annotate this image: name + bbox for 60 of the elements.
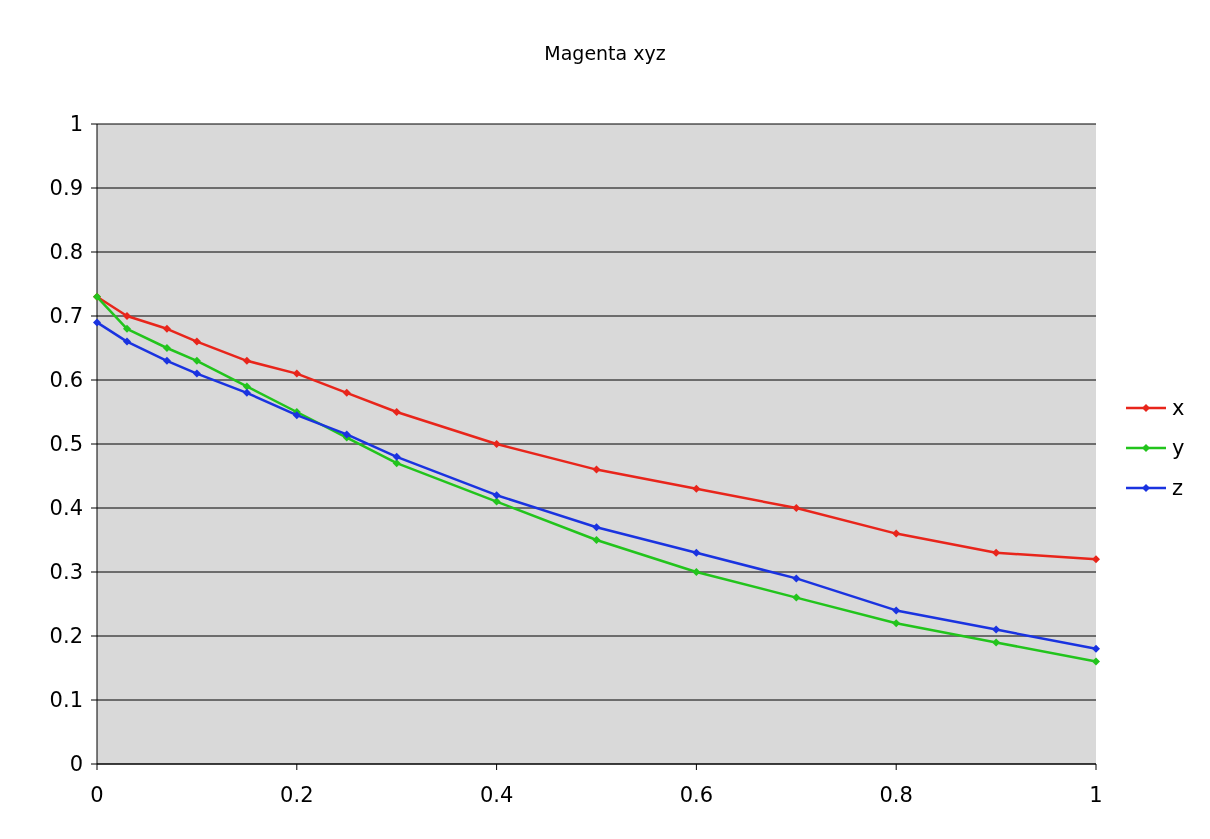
- point: [342, 388, 351, 397]
- point: [592, 523, 601, 532]
- point: [292, 369, 301, 378]
- x-tick-label: 1: [1089, 783, 1103, 807]
- point: [892, 529, 901, 538]
- point: [162, 344, 171, 352]
- x-tick-label: 0.2: [280, 783, 314, 807]
- point: [892, 606, 901, 615]
- point: [592, 536, 601, 544]
- point: [992, 548, 1001, 557]
- point: [692, 548, 701, 557]
- x-tick-label: 0.8: [879, 783, 913, 807]
- y-tick-label: 0.5: [49, 432, 83, 457]
- y-tick-label: 0.3: [49, 560, 83, 585]
- point: [392, 452, 401, 461]
- point: [392, 459, 401, 468]
- point: [792, 504, 801, 512]
- point: [392, 408, 401, 416]
- point: [242, 388, 251, 397]
- point: [692, 484, 701, 493]
- point: [122, 312, 131, 320]
- x-tick-label: 0: [90, 783, 104, 807]
- point: [122, 324, 131, 333]
- point: [192, 337, 201, 346]
- point: [162, 324, 171, 333]
- legend-label: y: [1172, 436, 1185, 461]
- y-tick-label: 0.8: [49, 240, 83, 265]
- y-tick-label: 0.6: [49, 368, 83, 393]
- point: [292, 411, 301, 420]
- point: [992, 625, 1001, 634]
- point: [992, 638, 1001, 647]
- point: [1092, 644, 1100, 653]
- point: [792, 574, 801, 583]
- point: [192, 356, 201, 365]
- y-tick-label: 0.2: [49, 624, 83, 649]
- point: [242, 356, 251, 365]
- point: [792, 593, 801, 602]
- point: [492, 440, 501, 448]
- point: [1092, 555, 1100, 564]
- point: [242, 382, 251, 391]
- point: [162, 356, 171, 365]
- y-tick-label: 0.4: [49, 496, 83, 521]
- point: [192, 369, 201, 378]
- y-tick-label: 0.7: [49, 304, 83, 329]
- legend-label: x: [1172, 396, 1185, 421]
- point: [692, 568, 701, 576]
- point: [892, 619, 901, 628]
- point: [122, 337, 131, 346]
- y-tick-label: 0: [69, 752, 83, 777]
- point: [492, 497, 501, 506]
- y-tick-label: 0.9: [49, 176, 83, 201]
- point: [592, 465, 601, 474]
- x-tick-label: 0.4: [479, 783, 514, 807]
- point: [492, 491, 501, 500]
- legend-label: z: [1172, 476, 1184, 501]
- x-tick-label: 0.6: [679, 783, 714, 807]
- y-tick-label: 0.1: [49, 688, 83, 713]
- y-tick-label: 1: [69, 112, 83, 137]
- point: [1092, 657, 1100, 666]
- chart-title: Magenta xyz: [544, 42, 666, 64]
